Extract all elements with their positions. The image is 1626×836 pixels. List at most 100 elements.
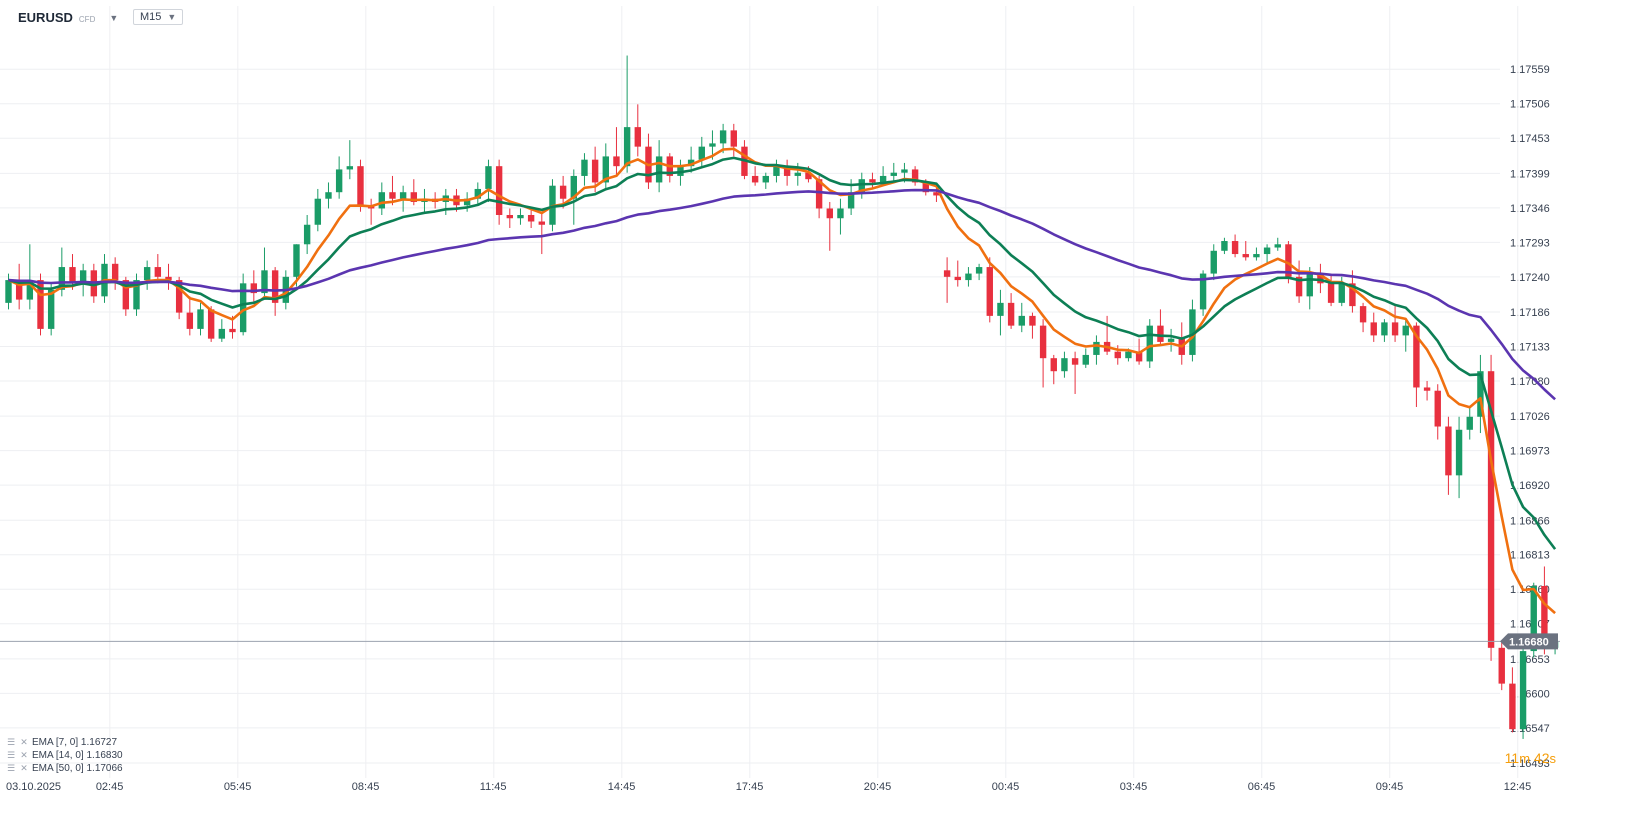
legend-label: EMA [14, 0] 1.16830 [32, 750, 123, 761]
symbol-label: EURUSD [18, 10, 73, 25]
candle-body [1061, 358, 1068, 372]
candle-body [122, 280, 130, 310]
candle-body [1498, 647, 1505, 684]
candle-body [517, 214, 524, 219]
candle-body [1477, 371, 1484, 417]
close-icon[interactable]: ✕ [20, 763, 28, 773]
candle-body [773, 166, 780, 176]
candle-body [1381, 322, 1388, 336]
candle-body [1125, 351, 1132, 359]
ema-50-line [8, 188, 1556, 401]
candle-body [186, 312, 194, 329]
candle-body [1317, 273, 1324, 284]
candle-body [1306, 273, 1313, 297]
x-tick-label: 03.10.2025 [6, 781, 61, 793]
candle-body [410, 192, 418, 202]
candle-body [1285, 244, 1292, 277]
x-tick-label: 02:45 [96, 781, 124, 793]
candle-body [229, 328, 236, 333]
candle-body [1541, 585, 1548, 648]
candle-body [805, 172, 812, 180]
candle-body [826, 208, 833, 219]
legend-row-ema7: ☰ ✕ EMA [7, 0] 1.16727 [6, 736, 123, 749]
candle-body [37, 280, 44, 329]
candle-body [154, 267, 162, 277]
timeframe-selector[interactable]: M15 ▼ [133, 9, 184, 25]
candle-body [239, 283, 247, 333]
candle-body [815, 179, 823, 209]
candle-body [378, 192, 386, 209]
candle-body [1157, 325, 1164, 342]
candle-body [1509, 683, 1516, 730]
x-tick-label: 09:45 [1376, 781, 1404, 793]
y-tick-label: 1.16600 [1510, 688, 1550, 700]
settings-icon[interactable]: ☰ [6, 763, 16, 773]
legend-row-ema50: ☰ ✕ EMA [50, 0] 1.17066 [6, 762, 123, 775]
x-tick-label: 05:45 [224, 781, 252, 793]
candle-body [986, 267, 993, 316]
symbol-type-label: CFD [78, 14, 96, 24]
timer-sec-unit: s [1549, 751, 1557, 766]
symbol-selector[interactable]: EURUSD CFD ▼ [18, 10, 118, 25]
candle-body [197, 309, 204, 329]
candle-body [1007, 302, 1015, 326]
timeframe-label: M15 [140, 11, 162, 23]
candle-body [527, 214, 535, 222]
candle-body [1423, 387, 1431, 391]
candle-body [346, 166, 354, 170]
candle-body [218, 328, 226, 339]
settings-icon[interactable]: ☰ [6, 737, 16, 747]
candle-body [314, 198, 322, 225]
candle-body [570, 175, 577, 199]
candle-body [133, 280, 140, 310]
candle-body [47, 289, 55, 329]
y-tick-label: 1.17026 [1510, 411, 1550, 423]
candle-body [719, 130, 727, 144]
candle-body [1327, 283, 1335, 303]
candle-body [623, 127, 631, 167]
candle-body [709, 143, 716, 147]
candle-body [1189, 309, 1196, 355]
candle-body [1466, 416, 1473, 430]
candle-body [538, 221, 545, 225]
candle-body [602, 156, 609, 183]
candle-countdown-timer: 11m 42s [1505, 750, 1556, 766]
candle-body [399, 192, 407, 199]
candle-body [1231, 241, 1239, 255]
candle-body [474, 188, 482, 199]
candle-body [762, 175, 769, 183]
candle-body [1082, 354, 1089, 365]
candle-body [250, 283, 258, 294]
candle-body [1242, 254, 1249, 258]
candle-body [858, 179, 865, 193]
candle-body [911, 169, 919, 183]
legend-label: EMA [50, 0] 1.17066 [32, 763, 123, 774]
candle-body [389, 192, 396, 199]
candle-body [175, 280, 183, 313]
y-tick-label: 1.17293 [1510, 237, 1550, 249]
x-tick-label: 08:45 [352, 781, 380, 793]
candle-body [1135, 351, 1143, 362]
y-tick-label: 1.16547 [1510, 723, 1550, 735]
candle-body [5, 280, 12, 303]
x-tick-label: 17:45 [736, 781, 764, 793]
candle-body [207, 309, 215, 339]
candle-body [1167, 338, 1175, 342]
candle-body [143, 267, 151, 281]
candle-body [335, 169, 343, 193]
settings-icon[interactable]: ☰ [6, 750, 16, 760]
candle-body [1391, 322, 1399, 336]
close-icon[interactable]: ✕ [20, 750, 28, 760]
candle-body [293, 244, 300, 277]
candle-body [495, 166, 503, 215]
candle-body [581, 159, 588, 176]
y-tick-label: 1.17399 [1510, 168, 1550, 180]
candle-body [1221, 241, 1228, 251]
close-icon[interactable]: ✕ [20, 737, 28, 747]
candle-body [485, 166, 492, 189]
candle-body [613, 156, 620, 167]
candle-body [1253, 254, 1260, 258]
chevron-down-icon: ▼ [167, 12, 177, 22]
